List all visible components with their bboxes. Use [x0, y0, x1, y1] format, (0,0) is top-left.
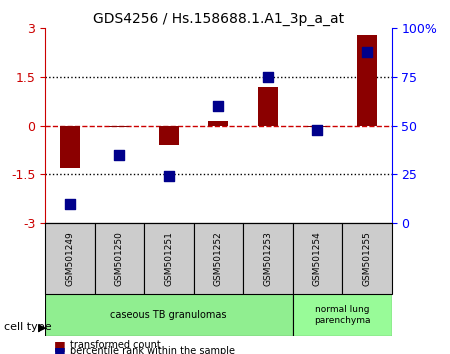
Text: percentile rank within the sample: percentile rank within the sample [70, 346, 235, 354]
FancyBboxPatch shape [342, 223, 392, 294]
Point [116, 152, 123, 158]
Text: GSM501255: GSM501255 [362, 231, 371, 286]
Bar [60, 126, 80, 168]
Text: GSM501249: GSM501249 [65, 231, 74, 286]
Text: normal lung
parenchyma: normal lung parenchyma [314, 306, 370, 325]
FancyBboxPatch shape [45, 223, 94, 294]
Text: caseous TB granulomas: caseous TB granulomas [111, 310, 227, 320]
FancyBboxPatch shape [144, 223, 194, 294]
Text: GSM501254: GSM501254 [313, 231, 322, 286]
Point [215, 103, 222, 109]
Text: GSM501252: GSM501252 [214, 231, 223, 286]
FancyBboxPatch shape [194, 223, 243, 294]
Bar [357, 35, 377, 126]
Text: GSM501253: GSM501253 [263, 231, 272, 286]
Point [314, 127, 321, 132]
Title: GDS4256 / Hs.158688.1.A1_3p_a_at: GDS4256 / Hs.158688.1.A1_3p_a_at [93, 12, 344, 26]
Bar [109, 126, 129, 127]
Text: ■: ■ [54, 345, 66, 354]
FancyBboxPatch shape [94, 223, 144, 294]
Text: ▶: ▶ [38, 322, 47, 332]
Point [264, 74, 271, 80]
Text: transformed count: transformed count [70, 340, 161, 350]
Text: ■: ■ [54, 339, 66, 352]
FancyBboxPatch shape [292, 223, 342, 294]
Point [66, 201, 73, 206]
FancyBboxPatch shape [243, 223, 292, 294]
Bar [208, 121, 228, 126]
Bar [159, 126, 179, 145]
Point [363, 49, 370, 55]
Bar [258, 87, 278, 126]
FancyBboxPatch shape [292, 294, 392, 336]
Text: GSM501250: GSM501250 [115, 231, 124, 286]
Bar [307, 126, 327, 127]
Text: cell type: cell type [4, 322, 52, 332]
Text: GSM501251: GSM501251 [164, 231, 173, 286]
Point [165, 173, 172, 179]
FancyBboxPatch shape [45, 294, 292, 336]
